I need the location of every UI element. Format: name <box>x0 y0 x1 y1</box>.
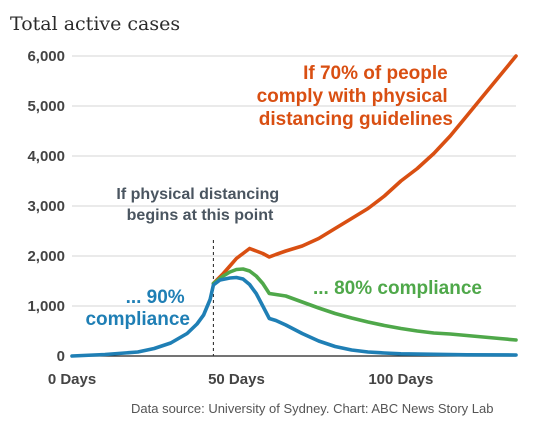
intervention-annotation-line-2: begins at this point <box>127 207 274 224</box>
intervention-annotation: If physical distancing begins at this po… <box>116 186 283 224</box>
y-tick-label: 3,000 <box>27 198 65 215</box>
blue-annotation-line-1: ... 90% <box>126 287 185 308</box>
chart-title: Total active cases <box>10 13 180 35</box>
x-tick-label: 100 Days <box>368 371 433 388</box>
x-tick-label: 0 Days <box>48 371 96 388</box>
x-axis-ticks: 0 Days 50 Days 100 Days <box>48 371 434 388</box>
blue-annotation-line-2: compliance <box>85 309 190 330</box>
orange-annotation-line-1: If 70% of people <box>303 63 448 84</box>
source-note: Data source: University of Sydney. Chart… <box>131 401 493 416</box>
intervention-annotation-line-1: If physical distancing <box>116 186 279 203</box>
series-line-1 <box>211 54 518 286</box>
y-axis-ticks: 0 1,000 2,000 3,000 4,000 5,000 6,000 <box>27 48 65 365</box>
y-tick-label: 5,000 <box>27 98 65 115</box>
orange-annotation-line-3: distancing guidelines <box>259 109 453 130</box>
series-lines <box>70 54 518 358</box>
blue-series-annotation: ... 90% compliance <box>85 287 190 330</box>
green-series-annotation: ... 80% compliance <box>313 278 482 299</box>
green-annotation-line-1: ... 80% compliance <box>313 278 482 299</box>
y-tick-label: 0 <box>57 348 65 365</box>
y-tick-label: 2,000 <box>27 248 65 265</box>
y-tick-label: 6,000 <box>27 48 65 65</box>
x-tick-label: 50 Days <box>208 371 265 388</box>
y-tick-label: 1,000 <box>27 298 65 315</box>
series-line-3 <box>70 275 518 358</box>
orange-annotation-line-2: comply with physical <box>257 86 448 107</box>
series-line-2 <box>211 267 518 342</box>
orange-series-annotation: If 70% of people comply with physical di… <box>257 63 453 130</box>
grid-lines <box>72 55 516 307</box>
y-tick-label: 4,000 <box>27 148 65 165</box>
